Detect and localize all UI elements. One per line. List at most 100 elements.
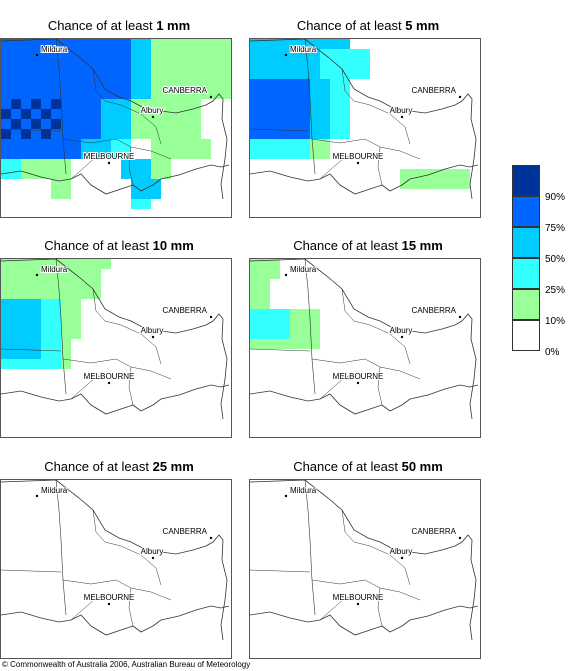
probability-cell bbox=[71, 69, 81, 79]
probability-cell bbox=[11, 339, 21, 349]
probability-cell bbox=[1, 259, 11, 269]
district-boundary bbox=[250, 569, 311, 573]
probability-cell bbox=[41, 289, 51, 299]
probability-cell bbox=[270, 149, 280, 159]
probability-cell bbox=[131, 129, 141, 139]
probability-cell bbox=[141, 179, 151, 189]
probability-cell bbox=[260, 69, 270, 79]
probability-cell bbox=[300, 319, 310, 329]
probability-cell bbox=[280, 339, 290, 349]
probability-cell bbox=[51, 149, 61, 159]
probability-cell bbox=[1, 329, 11, 339]
probability-cell bbox=[51, 269, 61, 279]
probability-cell bbox=[171, 49, 181, 59]
probability-cell bbox=[250, 299, 260, 309]
rainfall-map: Mildura CANBERRA Albury MELBOURNE bbox=[0, 479, 232, 659]
probability-cell bbox=[1, 159, 11, 169]
probability-cell bbox=[51, 139, 61, 149]
probability-cell bbox=[270, 119, 280, 129]
probability-cell bbox=[440, 169, 450, 179]
probability-cell bbox=[290, 69, 300, 79]
probability-cell bbox=[41, 149, 51, 159]
legend-label: 75% bbox=[545, 223, 566, 234]
map-svg: Mildura CANBERRA Albury MELBOURNE bbox=[250, 39, 479, 200]
legend-swatch-90 bbox=[512, 165, 540, 196]
title-amount: 1 mm bbox=[156, 18, 191, 33]
state-border bbox=[250, 480, 477, 641]
probability-cell bbox=[260, 49, 270, 59]
town-marker bbox=[107, 381, 111, 385]
probability-cell bbox=[191, 39, 201, 49]
probability-cell bbox=[280, 79, 290, 89]
probability-cell bbox=[260, 89, 270, 99]
probability-cell bbox=[121, 79, 131, 89]
probability-cell bbox=[1, 339, 11, 349]
state-border bbox=[304, 39, 316, 175]
probability-cell bbox=[51, 59, 61, 69]
town-marker bbox=[356, 602, 360, 606]
probability-cell bbox=[270, 79, 280, 89]
probability-cell bbox=[151, 159, 161, 169]
probability-cell bbox=[300, 339, 310, 349]
probability-cell bbox=[320, 49, 330, 59]
probability-cell bbox=[300, 139, 310, 149]
probability-cell bbox=[270, 49, 280, 59]
probability-cell bbox=[81, 139, 91, 149]
probability-cell bbox=[270, 89, 280, 99]
probability-cell bbox=[290, 309, 300, 319]
probability-cell bbox=[11, 69, 21, 79]
district-boundary bbox=[311, 138, 421, 160]
probability-cell bbox=[141, 169, 151, 179]
probability-cell bbox=[1, 99, 11, 109]
probability-cell bbox=[151, 79, 161, 89]
town-label-mildura: Mildura bbox=[290, 45, 317, 54]
probability-cell bbox=[121, 69, 131, 79]
probability-cell bbox=[221, 49, 231, 59]
probability-cell bbox=[151, 69, 161, 79]
town-marker bbox=[35, 53, 39, 57]
probability-cell bbox=[161, 49, 171, 59]
probability-cell bbox=[191, 99, 201, 109]
probability-cell bbox=[11, 59, 21, 69]
probability-cell bbox=[81, 269, 91, 279]
probability-cell bbox=[320, 59, 330, 69]
probability-cell bbox=[300, 329, 310, 339]
coastline bbox=[250, 605, 479, 636]
legend-swatch-50 bbox=[512, 227, 540, 258]
probability-cell bbox=[131, 39, 141, 49]
probability-cell bbox=[51, 309, 61, 319]
probability-cell bbox=[250, 319, 260, 329]
probability-cell bbox=[31, 69, 41, 79]
probability-cell bbox=[270, 309, 280, 319]
probability-cell bbox=[81, 99, 91, 109]
probability-cell bbox=[111, 89, 121, 99]
town-label-melbourne: MELBOURNE bbox=[333, 152, 384, 161]
probability-cell bbox=[11, 99, 21, 109]
probability-cell bbox=[41, 129, 51, 139]
probability-cell bbox=[61, 49, 71, 59]
probability-cell bbox=[41, 349, 51, 359]
district-boundary bbox=[62, 579, 172, 601]
probability-cell bbox=[101, 79, 111, 89]
district-boundary bbox=[311, 579, 421, 601]
probability-cell bbox=[181, 59, 191, 69]
probability-cell bbox=[1, 349, 11, 359]
probability-cell bbox=[21, 139, 31, 149]
district-boundary bbox=[319, 372, 361, 400]
probability-cell bbox=[280, 69, 290, 79]
probability-cell bbox=[71, 289, 81, 299]
title-prefix: Chance of at least bbox=[44, 459, 153, 474]
town-label-albury: Albury bbox=[141, 326, 164, 335]
probability-cell bbox=[250, 149, 260, 159]
probability-cell bbox=[11, 289, 21, 299]
probability-cell bbox=[181, 139, 191, 149]
probability-cell bbox=[31, 339, 41, 349]
district-boundary bbox=[341, 509, 411, 586]
probability-cell bbox=[290, 79, 300, 89]
probability-cell bbox=[330, 49, 340, 59]
probability-cell bbox=[340, 79, 350, 89]
town-marker bbox=[400, 335, 404, 339]
probability-cell bbox=[61, 309, 71, 319]
legend-swatch-10 bbox=[512, 289, 540, 320]
probability-cell bbox=[360, 59, 370, 69]
